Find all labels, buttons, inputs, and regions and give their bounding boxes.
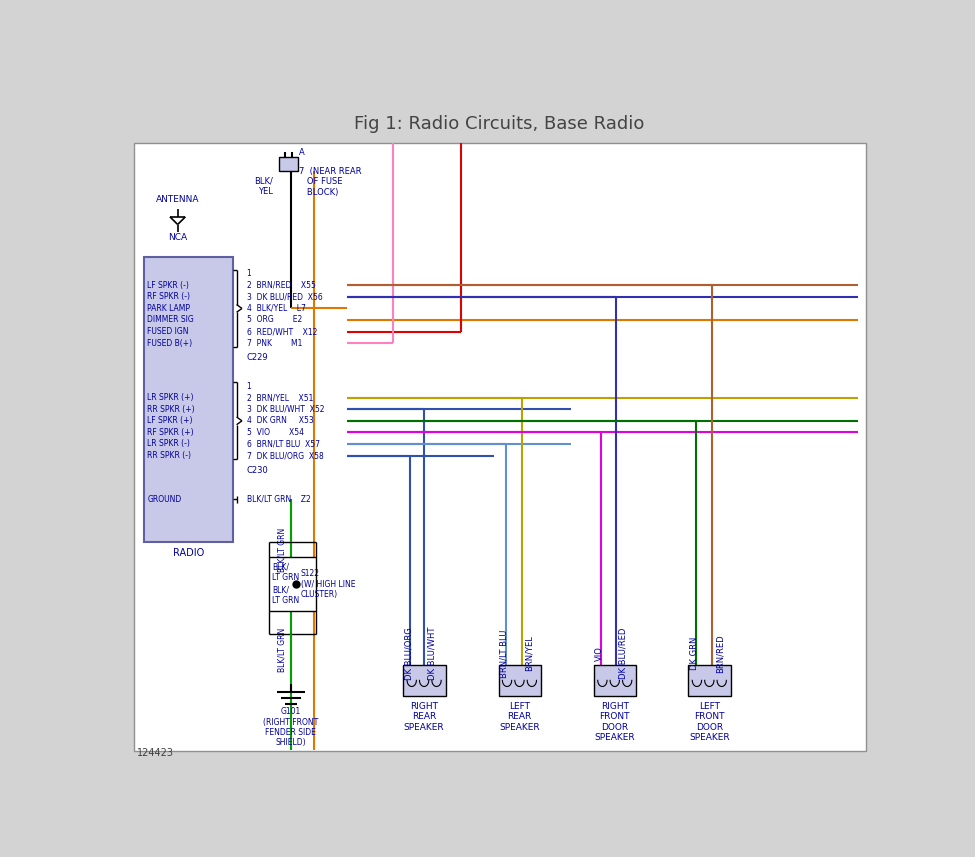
Text: DK BLU/WHT: DK BLU/WHT bbox=[427, 626, 437, 680]
Text: DK BLU/RED: DK BLU/RED bbox=[619, 627, 628, 679]
Text: RADIO: RADIO bbox=[173, 548, 204, 558]
Bar bbox=[498, 665, 541, 696]
Text: BLK/LT GRN    Z2: BLK/LT GRN Z2 bbox=[247, 494, 310, 504]
Text: C229: C229 bbox=[247, 353, 268, 363]
Text: 4  DK GRN     X53: 4 DK GRN X53 bbox=[247, 417, 313, 425]
Text: BLK/
LT GRN: BLK/ LT GRN bbox=[272, 586, 299, 605]
Bar bbox=[594, 665, 637, 696]
Bar bbox=[279, 157, 297, 171]
Text: 7  DK BLU/ORG  X58: 7 DK BLU/ORG X58 bbox=[247, 451, 324, 460]
Text: BRN/YEL: BRN/YEL bbox=[525, 635, 534, 671]
Text: LF SPKR (-): LF SPKR (-) bbox=[147, 281, 189, 290]
Text: FUSED B(+): FUSED B(+) bbox=[147, 339, 193, 348]
Text: RR SPKR (-): RR SPKR (-) bbox=[147, 451, 191, 460]
Text: BLK/
LT GRN: BLK/ LT GRN bbox=[272, 563, 299, 582]
Text: BLK/LT GRN: BLK/LT GRN bbox=[277, 527, 286, 572]
Text: BLK/
YEL: BLK/ YEL bbox=[254, 177, 273, 196]
Text: 3  DK BLU/RED  X56: 3 DK BLU/RED X56 bbox=[247, 292, 323, 302]
Text: S122
(W/ HIGH LINE
CLUSTER): S122 (W/ HIGH LINE CLUSTER) bbox=[301, 569, 356, 599]
Text: RIGHT
FRONT
DOOR
SPEAKER: RIGHT FRONT DOOR SPEAKER bbox=[595, 702, 635, 742]
Text: 6  BRN/LT BLU  X57: 6 BRN/LT BLU X57 bbox=[247, 440, 320, 448]
Text: LR SPKR (+): LR SPKR (+) bbox=[147, 393, 194, 402]
Text: 2  BRN/YEL    X51: 2 BRN/YEL X51 bbox=[247, 393, 313, 402]
Text: LF SPKR (+): LF SPKR (+) bbox=[147, 417, 193, 425]
Text: LEFT
REAR
SPEAKER: LEFT REAR SPEAKER bbox=[499, 702, 540, 732]
Text: 2  BRN/RED    X55: 2 BRN/RED X55 bbox=[247, 281, 316, 290]
Text: GROUND: GROUND bbox=[147, 494, 181, 504]
Text: VIO: VIO bbox=[595, 646, 604, 661]
Text: RF SPKR (+): RF SPKR (+) bbox=[147, 428, 194, 437]
Text: 7  PNK        M1: 7 PNK M1 bbox=[247, 339, 302, 348]
Text: DK GRN: DK GRN bbox=[690, 637, 699, 670]
FancyBboxPatch shape bbox=[122, 103, 878, 141]
Text: 5  ORG        E2: 5 ORG E2 bbox=[247, 315, 302, 325]
Bar bbox=[688, 665, 731, 696]
Text: DIMMER SIG: DIMMER SIG bbox=[147, 315, 194, 325]
Text: BLK/LT GRN: BLK/LT GRN bbox=[277, 627, 286, 672]
Text: ANTENNA: ANTENNA bbox=[156, 195, 200, 204]
Text: RIGHT
REAR
SPEAKER: RIGHT REAR SPEAKER bbox=[404, 702, 445, 732]
Bar bbox=[404, 665, 446, 696]
Text: 1: 1 bbox=[247, 269, 252, 279]
Text: LEFT
FRONT
DOOR
SPEAKER: LEFT FRONT DOOR SPEAKER bbox=[689, 702, 729, 742]
Text: RR SPKR (+): RR SPKR (+) bbox=[147, 405, 195, 414]
Text: RF SPKR (-): RF SPKR (-) bbox=[147, 292, 190, 302]
Text: DK BLU/ORG: DK BLU/ORG bbox=[404, 627, 413, 680]
Text: FUSED IGN: FUSED IGN bbox=[147, 327, 189, 336]
Text: Fig 1: Radio Circuits, Base Radio: Fig 1: Radio Circuits, Base Radio bbox=[354, 116, 644, 134]
Text: 7  (NEAR REAR
   OF FUSE
   BLOCK): 7 (NEAR REAR OF FUSE BLOCK) bbox=[299, 167, 362, 196]
Text: PARK LAMP: PARK LAMP bbox=[147, 304, 190, 313]
Text: BRN/RED: BRN/RED bbox=[716, 634, 724, 673]
Bar bbox=[269, 557, 316, 611]
Text: NCA: NCA bbox=[168, 233, 187, 242]
Text: 124423: 124423 bbox=[137, 748, 175, 758]
Text: 3  DK BLU/WHT  X52: 3 DK BLU/WHT X52 bbox=[247, 405, 324, 414]
Text: 6  RED/WHT    X12: 6 RED/WHT X12 bbox=[247, 327, 317, 336]
Bar bbox=[143, 257, 233, 542]
Text: 1: 1 bbox=[247, 381, 252, 391]
Text: 4  BLK/YEL    L7: 4 BLK/YEL L7 bbox=[247, 304, 305, 313]
Text: G101
(RIGHT FRONT
FENDER SIDE
SHIELD): G101 (RIGHT FRONT FENDER SIDE SHIELD) bbox=[263, 707, 319, 747]
Text: A: A bbox=[299, 147, 305, 157]
Text: 5  VIO        X54: 5 VIO X54 bbox=[247, 428, 303, 437]
Text: C230: C230 bbox=[247, 465, 268, 475]
Text: BRN/LT BLU: BRN/LT BLU bbox=[499, 629, 508, 678]
Text: LR SPKR (-): LR SPKR (-) bbox=[147, 440, 190, 448]
